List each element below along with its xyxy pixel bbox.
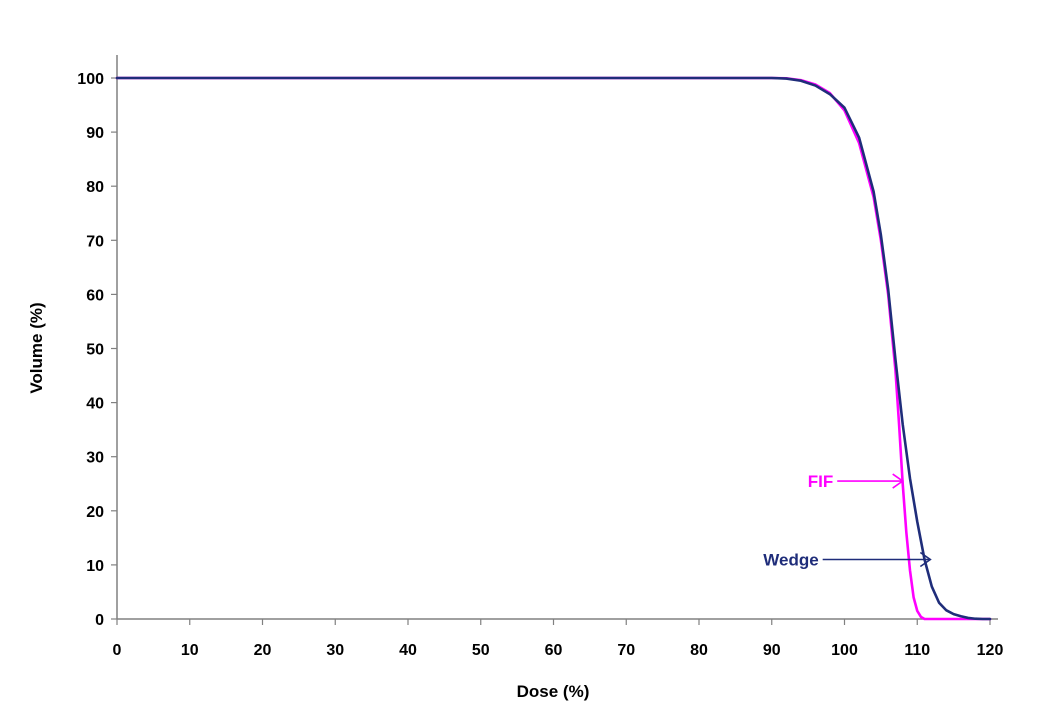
x-tick-label: 10 <box>181 642 199 659</box>
y-axis-label: Volume (%) <box>27 302 46 393</box>
y-tick-label: 50 <box>86 342 104 359</box>
y-tick-label: 70 <box>86 233 104 250</box>
x-tick-label: 100 <box>831 642 858 659</box>
annotation-arrowhead-fif <box>892 473 905 489</box>
axes <box>111 55 998 625</box>
x-tick-label: 50 <box>472 642 490 659</box>
x-tick-label: 20 <box>254 642 272 659</box>
annotations: FIF Wedge <box>763 472 932 569</box>
series-line-fif <box>115 76 992 621</box>
x-axis-label: Dose (%) <box>517 682 590 701</box>
x-tick-label: 30 <box>326 642 344 659</box>
y-tick-label: 90 <box>86 125 104 142</box>
x-tick-label: 90 <box>763 642 781 659</box>
annotation-label-fif: FIF <box>808 472 834 491</box>
x-tick-label: 70 <box>617 642 635 659</box>
series-line-wedge <box>115 76 992 621</box>
x-tick-label: 0 <box>113 642 122 659</box>
annotation-arrowhead-wedge <box>919 551 932 568</box>
x-tick-label: 110 <box>904 642 930 659</box>
x-tick-label: 60 <box>545 642 563 659</box>
series-lines <box>115 76 992 621</box>
y-tick-label: 80 <box>86 179 104 196</box>
y-tick-label: 10 <box>86 558 104 575</box>
tick-labels: 0 10 20 30 40 50 60 70 80 90 100 0 10 20 30 40 50 60 70 80 9… <box>77 71 1003 659</box>
y-tick-label: 100 <box>77 71 104 88</box>
y-tick-label: 30 <box>86 450 104 467</box>
y-tick-label: 60 <box>86 287 104 304</box>
y-tick-label: 20 <box>86 504 104 521</box>
x-tick-label: 120 <box>977 642 1004 659</box>
x-tick-label: 40 <box>399 642 417 659</box>
y-tick-label: 40 <box>86 396 104 413</box>
x-tick-label: 80 <box>690 642 708 659</box>
annotation-label-wedge: Wedge <box>763 550 818 569</box>
y-tick-label: 0 <box>95 612 104 629</box>
